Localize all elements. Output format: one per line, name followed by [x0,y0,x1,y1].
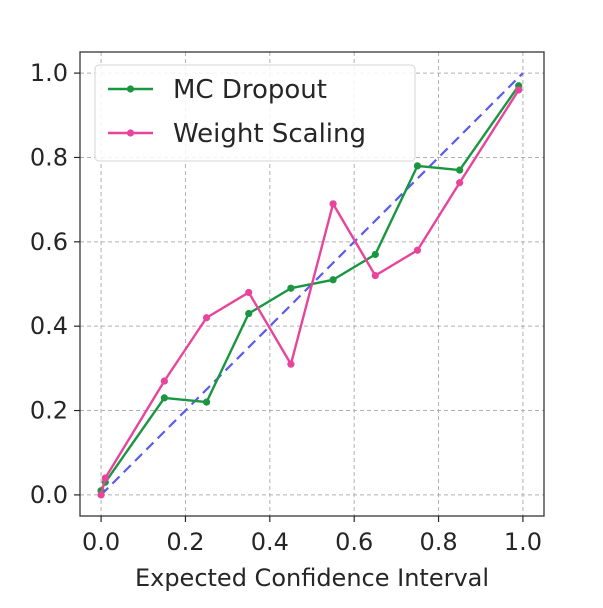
legend-label: MC Dropout [173,75,327,105]
x-tick-label: 0.8 [419,528,457,556]
data-point [97,491,105,499]
data-point [245,309,253,318]
y-tick-label: 0.4 [30,312,68,340]
data-point [287,284,295,292]
data-point [160,394,168,402]
data-point [413,246,422,254]
y-tick-label: 0.2 [30,397,68,425]
legend-marker [126,85,135,93]
ticks: 0.0 0.2 0.4 0.6 0.8 1.0 0.0 0.2 0.4 0.6 0.8 1.0 [30,59,542,556]
reference-line [100,72,524,496]
y-tick-label: 0.8 [30,143,68,171]
x-tick-label: 1.0 [504,528,542,556]
y-tick-label: 0.0 [30,481,68,509]
data-point [371,271,379,280]
data-point [515,86,523,94]
x-tick-label: 0.4 [251,528,289,556]
reference-diagonal [100,72,524,496]
y-tick-label: 0.6 [30,228,68,256]
x-tick-label: 0.0 [82,528,120,556]
plot-frame [79,51,545,517]
series-group [97,82,523,499]
data-point [287,360,295,368]
legend-marker [126,129,135,137]
data-point [456,179,464,187]
data-point [202,314,211,322]
data-point [101,474,109,482]
data-point [456,166,464,174]
x-tick-label: 0.6 [335,528,373,556]
data-point [329,200,337,208]
data-point [329,276,337,284]
x-axis-title: Expected Confidence Interval [135,564,489,592]
x-tick-label: 0.2 [166,528,204,556]
y-tick-label: 1.0 [30,59,68,87]
legend-label: Weight Scaling [173,119,366,149]
data-point [413,162,422,170]
legend-item: MC Dropout [108,75,327,105]
data-point [160,377,168,385]
legend-box [94,64,416,162]
legend-item: Weight Scaling [108,119,366,149]
series-1 [97,86,523,499]
data-point [371,250,379,259]
legend: MC Dropout Weight Scaling [94,64,416,162]
data-point [202,398,211,406]
data-point [245,288,253,297]
